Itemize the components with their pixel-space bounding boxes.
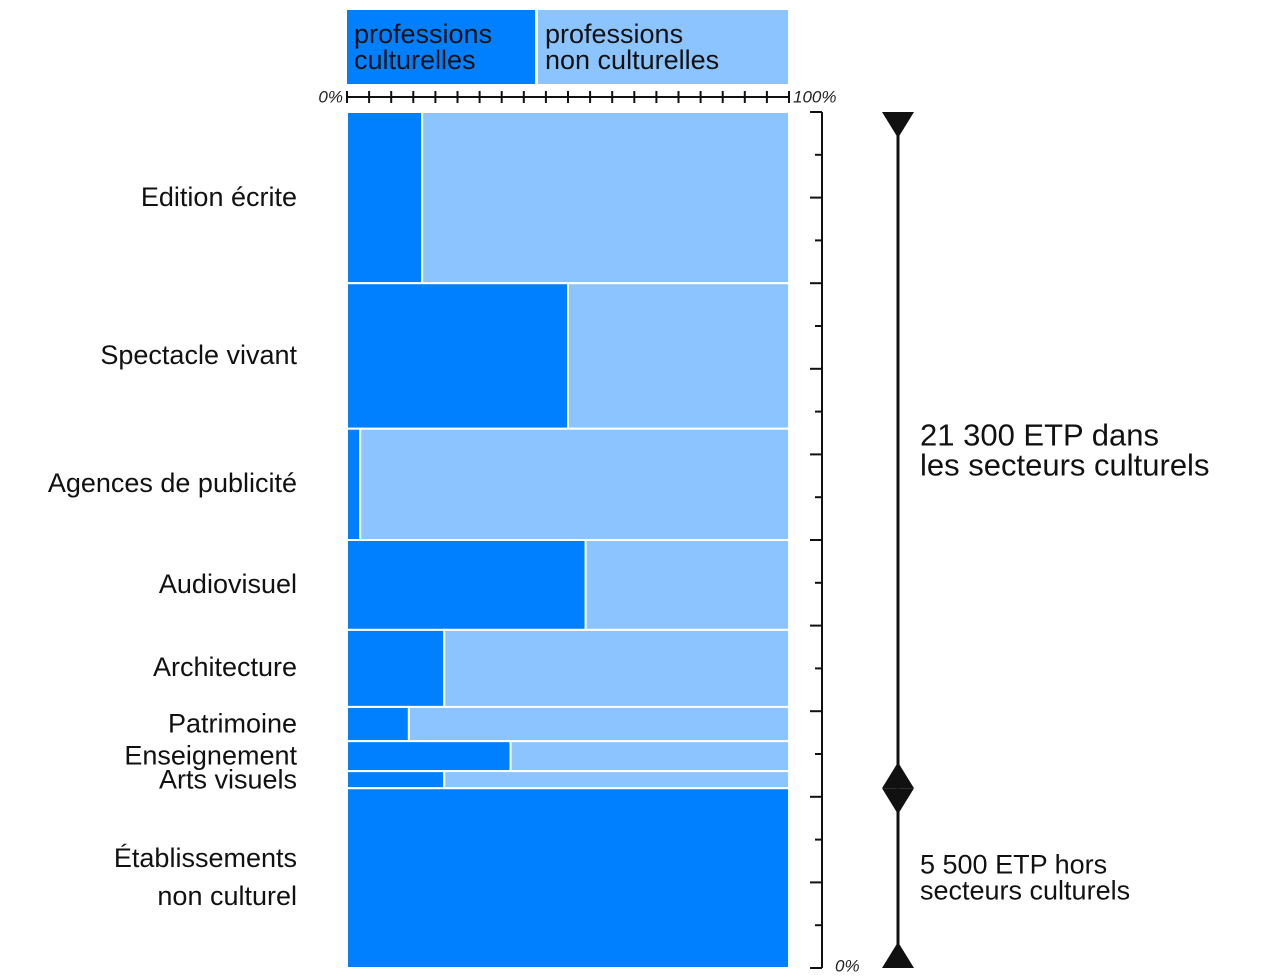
- category-label: Audiovisuel: [158, 569, 297, 600]
- x-tick-label: 0%: [318, 87, 343, 107]
- segment-cultural: [346, 427, 362, 541]
- segment-cultural: [346, 705, 410, 743]
- segment-cultural: [346, 539, 587, 631]
- annotation: 5 500 ETP hors secteurs culturels: [920, 849, 1131, 906]
- annotation: 21 300 ETP dans les secteurs culturels: [920, 417, 1210, 483]
- segment-cultural: [346, 787, 790, 969]
- legend-swatch: [347, 10, 535, 84]
- segment-noncultural: [407, 705, 790, 743]
- arrow-head: [882, 762, 914, 789]
- category-label: Architecture: [152, 652, 297, 683]
- category-label: Edition écrite: [140, 181, 297, 212]
- category-label: Établissements non culturel: [113, 843, 297, 912]
- segment-cultural: [346, 770, 446, 790]
- category-label: Spectacle vivant: [100, 340, 297, 371]
- segment-cultural: [346, 111, 424, 285]
- category-label: Patrimoine: [167, 708, 297, 739]
- x-tick-label: 100%: [793, 87, 837, 107]
- segment-noncultural: [359, 427, 790, 541]
- segment-cultural: [346, 282, 569, 430]
- segment-noncultural: [443, 628, 790, 708]
- arrow-head: [882, 942, 914, 968]
- category-label: Arts visuels: [158, 764, 297, 795]
- category-label: Agences de publicité: [47, 468, 297, 499]
- segment-noncultural: [584, 539, 790, 631]
- segment-cultural: [346, 740, 512, 773]
- arrow-head: [882, 112, 914, 138]
- legend-label: professions culturelles: [354, 19, 493, 75]
- y-tick-label: 0%: [835, 956, 860, 976]
- segment-noncultural: [421, 111, 790, 285]
- segment-noncultural: [443, 770, 790, 790]
- segment-noncultural: [509, 740, 790, 773]
- segment-noncultural: [567, 282, 790, 430]
- segment-cultural: [346, 628, 446, 708]
- arrow-head: [882, 788, 914, 815]
- category-label: Enseignement: [124, 740, 297, 771]
- legend-label: professions non culturelles: [545, 19, 720, 75]
- legend-swatch: [538, 10, 788, 84]
